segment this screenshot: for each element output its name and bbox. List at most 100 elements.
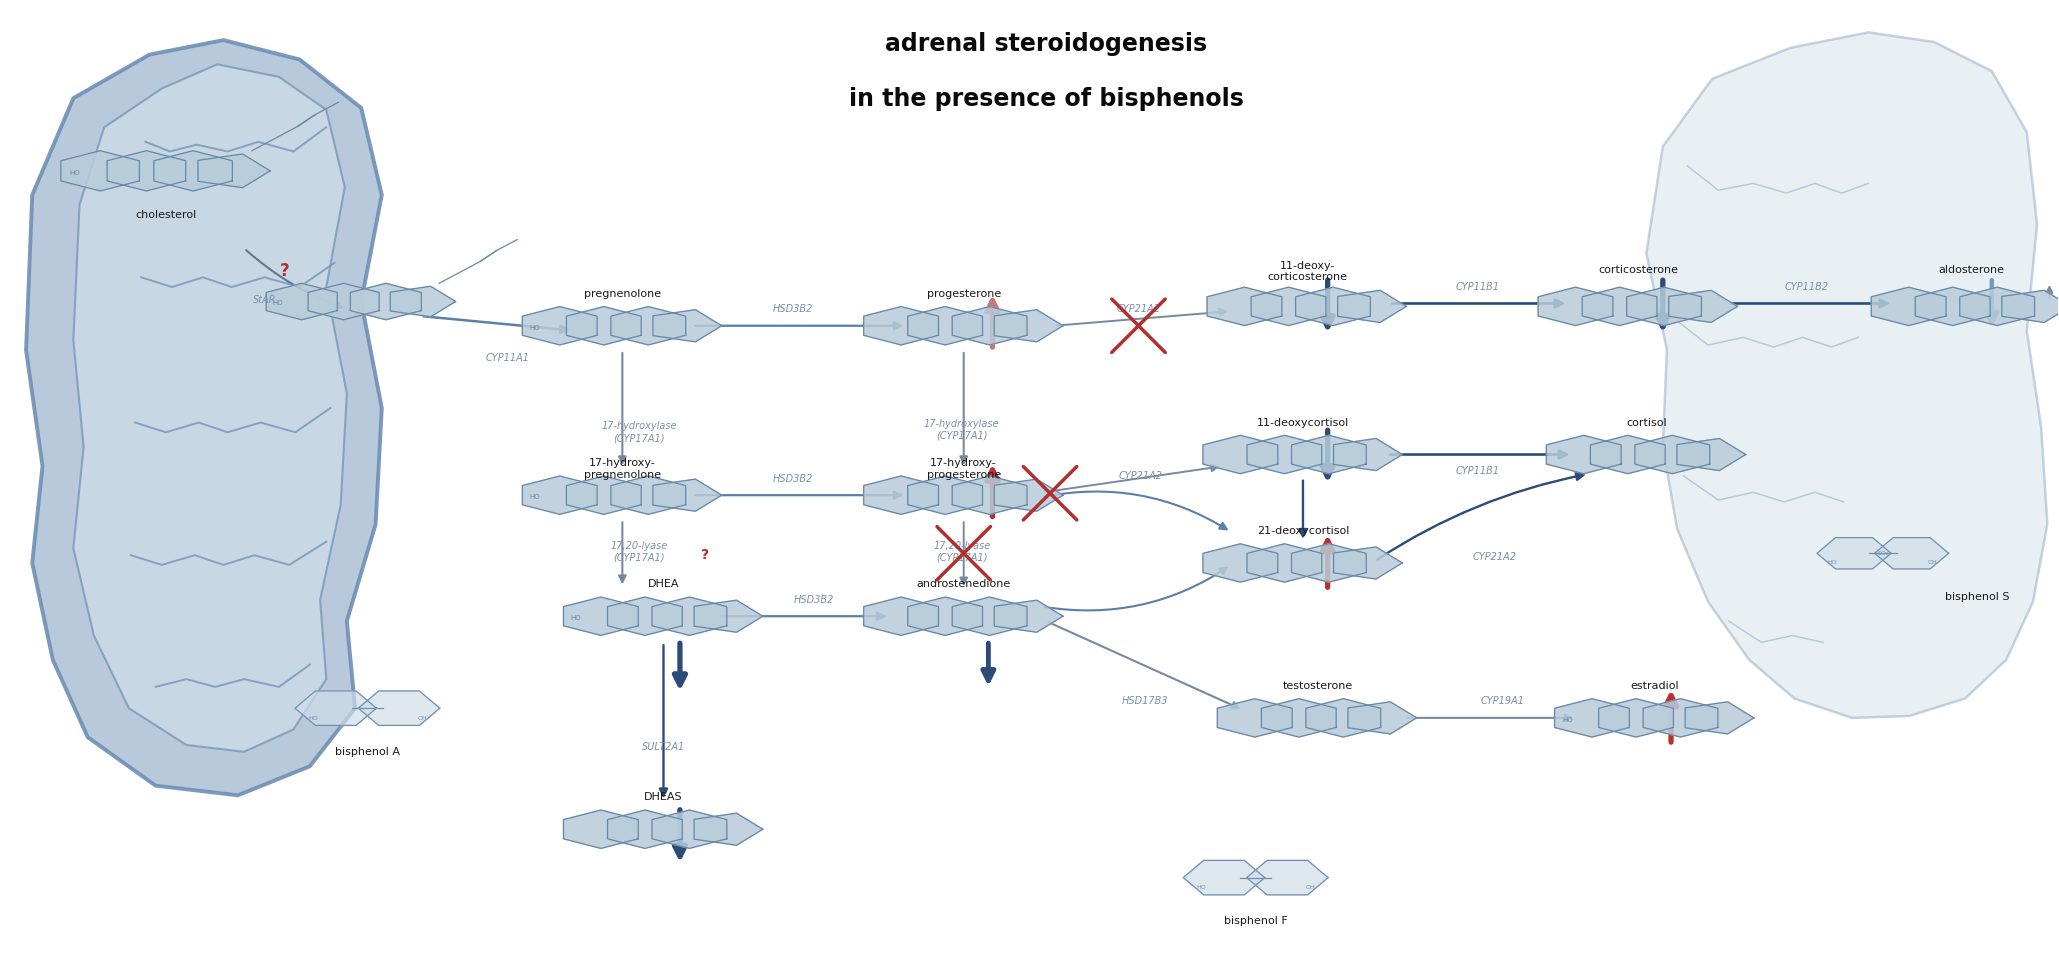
- Polygon shape: [1676, 439, 1746, 471]
- Polygon shape: [994, 479, 1062, 512]
- Polygon shape: [951, 597, 1027, 635]
- Polygon shape: [1291, 544, 1367, 583]
- Polygon shape: [951, 307, 1027, 345]
- Text: HO: HO: [1563, 717, 1573, 722]
- Polygon shape: [1546, 435, 1620, 474]
- Text: HO: HO: [272, 300, 284, 307]
- Polygon shape: [994, 310, 1062, 342]
- Polygon shape: [198, 154, 270, 187]
- Polygon shape: [1590, 435, 1666, 474]
- Polygon shape: [1248, 544, 1322, 583]
- Polygon shape: [350, 284, 422, 319]
- Text: CYP21A2: CYP21A2: [1116, 304, 1161, 315]
- Polygon shape: [908, 307, 982, 345]
- Polygon shape: [294, 691, 377, 725]
- Polygon shape: [1627, 287, 1701, 325]
- Polygon shape: [863, 307, 939, 345]
- Polygon shape: [1248, 435, 1322, 474]
- Polygon shape: [1635, 435, 1709, 474]
- Text: ?: ?: [700, 549, 708, 562]
- Polygon shape: [266, 284, 338, 319]
- Polygon shape: [1184, 860, 1264, 895]
- Text: ?: ?: [280, 261, 290, 280]
- Text: OH: OH: [1927, 560, 1938, 565]
- Polygon shape: [653, 810, 727, 849]
- Polygon shape: [653, 597, 727, 635]
- Text: 17-hydroxy-
pregnenolone: 17-hydroxy- pregnenolone: [585, 458, 661, 480]
- Text: SULT2A1: SULT2A1: [642, 742, 686, 752]
- Polygon shape: [1334, 547, 1402, 579]
- Text: pregnenolone: pregnenolone: [585, 289, 661, 299]
- Polygon shape: [566, 307, 640, 345]
- Polygon shape: [908, 597, 982, 635]
- Polygon shape: [358, 691, 441, 725]
- Text: androstenedione: androstenedione: [916, 580, 1011, 589]
- Text: HO: HO: [1196, 886, 1207, 890]
- Polygon shape: [1643, 699, 1717, 737]
- Polygon shape: [908, 476, 982, 515]
- Text: bisphenol A: bisphenol A: [336, 747, 399, 757]
- Polygon shape: [62, 151, 140, 191]
- Polygon shape: [1217, 699, 1293, 737]
- Polygon shape: [1581, 287, 1657, 325]
- Text: HSD3B2: HSD3B2: [772, 474, 813, 484]
- Text: OH: OH: [1305, 886, 1316, 890]
- Polygon shape: [566, 476, 640, 515]
- Text: HO: HO: [70, 170, 80, 176]
- Text: estradiol: estradiol: [1631, 681, 1678, 691]
- Polygon shape: [309, 284, 379, 319]
- Text: testosterone: testosterone: [1283, 681, 1353, 691]
- Text: CYP11B2: CYP11B2: [1785, 282, 1828, 292]
- Text: CYP19A1: CYP19A1: [1480, 696, 1524, 707]
- Polygon shape: [107, 151, 185, 191]
- Polygon shape: [612, 307, 686, 345]
- Text: bisphenol F: bisphenol F: [1223, 917, 1287, 926]
- Text: HO: HO: [309, 716, 317, 720]
- Polygon shape: [1960, 287, 2034, 325]
- Text: HO: HO: [1828, 560, 1837, 565]
- Polygon shape: [1555, 699, 1629, 737]
- Polygon shape: [1305, 699, 1382, 737]
- Polygon shape: [1338, 290, 1406, 322]
- Polygon shape: [694, 600, 762, 632]
- Text: 11-deoxy-
corticosterone: 11-deoxy- corticosterone: [1266, 261, 1347, 283]
- Polygon shape: [27, 40, 381, 795]
- Text: OH: OH: [418, 716, 426, 720]
- Polygon shape: [1295, 287, 1371, 325]
- Text: 17-hydroxylase
(CYP17A1): 17-hydroxylase (CYP17A1): [924, 419, 999, 440]
- Polygon shape: [1668, 290, 1738, 322]
- Text: adrenal steroidogenesis: adrenal steroidogenesis: [885, 32, 1207, 56]
- Polygon shape: [607, 810, 682, 849]
- Polygon shape: [1816, 538, 1890, 569]
- Polygon shape: [2001, 290, 2059, 322]
- Text: 21-deoxycortisol: 21-deoxycortisol: [1256, 526, 1349, 536]
- Text: HO: HO: [529, 494, 539, 500]
- Polygon shape: [1246, 860, 1328, 895]
- Text: HO: HO: [529, 324, 539, 331]
- Polygon shape: [653, 310, 723, 342]
- Polygon shape: [994, 600, 1062, 632]
- Polygon shape: [564, 810, 638, 849]
- Polygon shape: [1334, 439, 1402, 471]
- Polygon shape: [523, 307, 597, 345]
- Polygon shape: [951, 476, 1027, 515]
- Text: corticosterone: corticosterone: [1598, 265, 1678, 275]
- Polygon shape: [1647, 32, 2047, 718]
- Polygon shape: [1262, 699, 1336, 737]
- Polygon shape: [1915, 287, 1991, 325]
- Text: DHEAS: DHEAS: [644, 792, 684, 802]
- Text: progesterone: progesterone: [927, 289, 1001, 299]
- Text: CYP11A1: CYP11A1: [486, 352, 529, 363]
- Polygon shape: [612, 476, 686, 515]
- Polygon shape: [391, 286, 455, 317]
- Text: CYP21A2: CYP21A2: [1472, 552, 1515, 562]
- Text: StAR: StAR: [253, 294, 276, 305]
- Polygon shape: [1598, 699, 1674, 737]
- Text: HO: HO: [570, 615, 581, 621]
- Polygon shape: [1202, 435, 1279, 474]
- Text: 17,20-lyase
(CYP17A1): 17,20-lyase (CYP17A1): [609, 541, 667, 562]
- Text: cortisol: cortisol: [1627, 418, 1666, 427]
- Polygon shape: [1202, 544, 1279, 583]
- Polygon shape: [863, 476, 939, 515]
- Text: 17-hydroxy-
progesterone: 17-hydroxy- progesterone: [927, 458, 1001, 480]
